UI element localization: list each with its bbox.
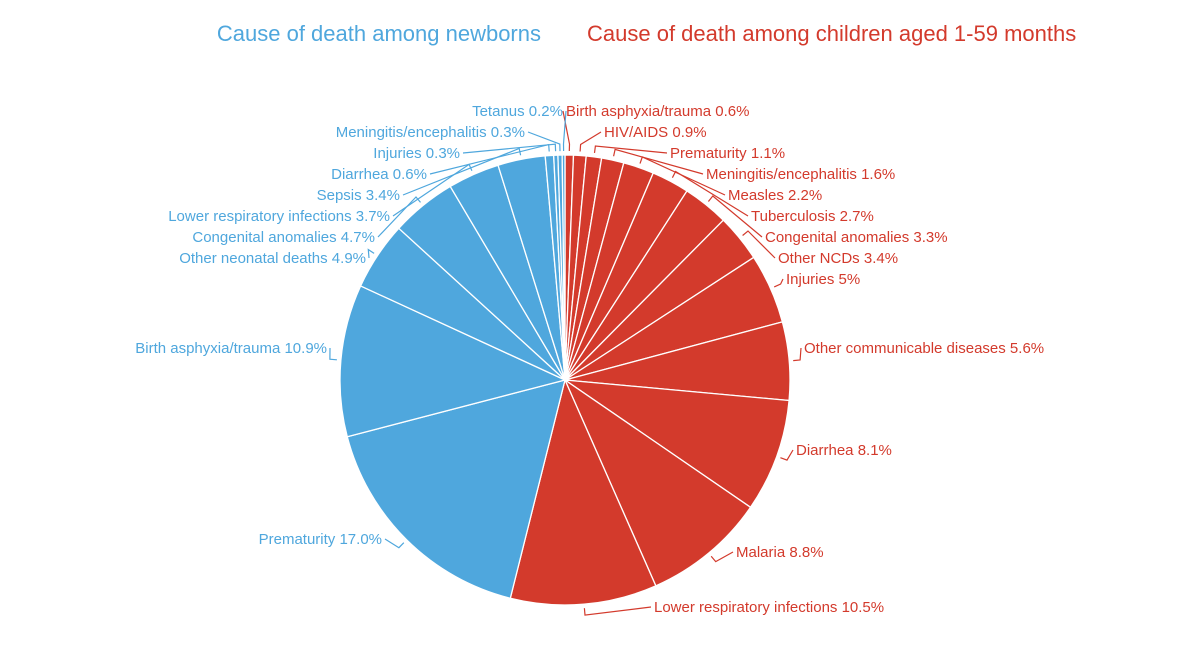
child-slice-diarrhea: [562, 379, 790, 509]
newborn-leader-line: [527, 131, 561, 152]
newborn-slice-label: Meningitis/encephalitis 0.3%: [336, 124, 525, 141]
child-leader-line: [579, 131, 602, 152]
newborn-slice-label: Injuries 0.3%: [373, 145, 460, 162]
child-slice-label: Tuberculosis 2.7%: [751, 208, 874, 225]
child-leader-line: [793, 347, 802, 362]
child-slice-label: Prematurity 1.1%: [670, 145, 785, 162]
newborn-slice-tetanus: [561, 154, 566, 381]
newborn-slice-label: Sepsis 3.4%: [317, 187, 400, 204]
child-leader-line: [639, 156, 726, 196]
newborn-leader-line: [367, 248, 375, 259]
child-slice-label: Other communicable diseases 5.6%: [804, 340, 1044, 357]
child-leader-line: [671, 170, 749, 217]
newborn-slice-label: Prematurity 17.0%: [259, 531, 382, 548]
child-leader-line: [583, 606, 652, 616]
newborn-slice-birth-asphyxia-trauma: [339, 285, 567, 438]
child-leader-line: [773, 278, 784, 288]
newborn-leader-line: [377, 196, 421, 238]
child-leader-line: [780, 449, 794, 461]
child-slice-label: Measles 2.2%: [728, 187, 822, 204]
newborn-slice-label: Birth asphyxia/trauma 10.9%: [135, 340, 327, 357]
newborn-slice-prematurity: [346, 379, 566, 600]
newborn-leader-line: [462, 143, 557, 154]
child-leader-line: [593, 145, 668, 154]
newborn-slice-label: Congenital anomalies 4.7%: [192, 229, 375, 246]
child-leader-line: [742, 230, 776, 259]
child-slice-label: Diarrhea 8.1%: [796, 442, 892, 459]
newborn-title: Cause of death among newborns: [217, 21, 541, 46]
child-leader-line: [710, 551, 734, 563]
newborn-leader-line: [329, 347, 337, 361]
child-leader-line: [707, 195, 763, 238]
child-slice-label: Congenital anomalies 3.3%: [765, 229, 948, 246]
child-slice-label: HIV/AIDS 0.9%: [604, 124, 707, 141]
child-slice-label: Injuries 5%: [786, 271, 860, 288]
newborn-slice-label: Tetanus 0.2%: [472, 103, 563, 120]
newborn-slice-label: Diarrhea 0.6%: [331, 166, 427, 183]
child-slice-label: Birth asphyxia/trauma 0.6%: [566, 103, 749, 120]
child-slice-label: Lower respiratory infections 10.5%: [654, 599, 884, 616]
child-title: Cause of death among children aged 1-59 …: [587, 21, 1076, 46]
newborn-slice-label: Lower respiratory infections 3.7%: [168, 208, 390, 225]
newborn-leader-line: [384, 538, 405, 549]
child-slice-lower-respiratory-infections: [509, 378, 657, 606]
newborn-slice-label: Other neonatal deaths 4.9%: [179, 250, 366, 267]
child-slice-label: Malaria 8.8%: [736, 544, 824, 561]
child-slice-label: Meningitis/encephalitis 1.6%: [706, 166, 895, 183]
newborn-leader-line: [402, 147, 522, 196]
newborn-leader-line: [562, 110, 567, 152]
child-slice-label: Other NCDs 3.4%: [778, 250, 898, 267]
child-leader-line: [613, 148, 704, 175]
child-slice-malaria: [563, 378, 752, 587]
